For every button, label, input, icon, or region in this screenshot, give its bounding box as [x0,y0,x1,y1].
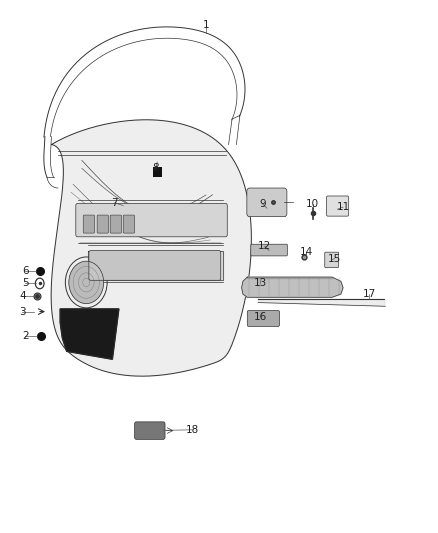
Circle shape [69,261,104,304]
Text: 6: 6 [22,266,28,276]
Text: 13: 13 [254,278,267,288]
Text: 16: 16 [254,312,267,322]
Polygon shape [88,251,223,280]
FancyBboxPatch shape [89,251,221,280]
FancyBboxPatch shape [123,215,134,233]
Text: 2: 2 [22,332,28,342]
FancyBboxPatch shape [97,215,109,233]
Text: 5: 5 [22,278,28,288]
FancyBboxPatch shape [83,215,95,233]
Polygon shape [51,120,251,376]
Text: 10: 10 [306,199,319,209]
Polygon shape [242,277,343,297]
FancyBboxPatch shape [247,188,287,216]
Polygon shape [60,309,119,359]
Polygon shape [258,300,385,306]
Text: 15: 15 [328,254,341,263]
Text: 11: 11 [336,202,350,212]
FancyBboxPatch shape [134,422,165,439]
Text: 7: 7 [111,198,118,208]
FancyBboxPatch shape [76,204,227,237]
Text: 4: 4 [19,290,25,301]
FancyBboxPatch shape [153,167,162,177]
FancyBboxPatch shape [247,311,279,326]
FancyBboxPatch shape [110,215,121,233]
Text: 1: 1 [203,20,209,30]
Text: 3: 3 [19,306,25,317]
FancyBboxPatch shape [326,196,349,216]
FancyBboxPatch shape [325,252,339,268]
Text: 12: 12 [258,241,271,252]
Text: 18: 18 [186,425,200,435]
Text: 8: 8 [152,164,159,173]
Text: 14: 14 [300,247,313,257]
Text: 17: 17 [363,289,376,299]
FancyBboxPatch shape [251,244,287,256]
Text: 9: 9 [259,199,266,209]
